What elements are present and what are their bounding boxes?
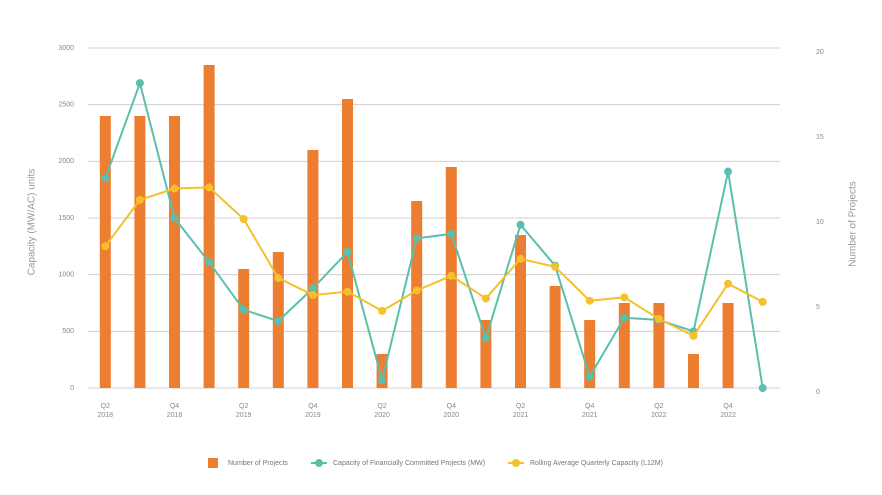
point <box>516 254 525 263</box>
point <box>239 215 248 224</box>
y2-tick-label: 5 <box>816 304 820 311</box>
y-tick-label: 2500 <box>58 102 74 109</box>
point <box>758 297 767 306</box>
point <box>135 195 144 204</box>
y-axis-title: Capacity (MW/AC) units <box>27 169 38 276</box>
point <box>447 229 456 238</box>
bar <box>688 354 699 388</box>
point <box>412 286 421 295</box>
bar <box>342 99 353 388</box>
y-tick-label: 1500 <box>58 215 74 222</box>
point <box>101 242 110 251</box>
point <box>724 279 733 288</box>
bar <box>584 320 596 388</box>
point <box>758 384 767 392</box>
point <box>170 214 179 222</box>
point <box>135 79 144 88</box>
point <box>239 305 248 314</box>
point <box>343 248 352 256</box>
point <box>205 258 214 267</box>
point <box>516 220 525 229</box>
bar <box>653 303 665 388</box>
bar <box>134 116 146 388</box>
bar <box>480 320 492 388</box>
y-tick-label: 500 <box>62 328 74 335</box>
bar <box>203 65 215 388</box>
y2-axis-title: Number of Projects <box>848 181 859 267</box>
bar <box>99 116 111 388</box>
point <box>308 291 317 300</box>
legend-swatch <box>208 458 218 468</box>
x-tick-label: Q2 2020 <box>374 403 390 419</box>
point <box>308 284 317 293</box>
bar <box>722 303 734 388</box>
point <box>585 296 594 305</box>
point <box>620 313 629 322</box>
point <box>205 183 214 192</box>
point <box>447 271 456 280</box>
point <box>585 372 594 381</box>
x-tick-label: Q4 2019 <box>305 403 321 419</box>
point <box>101 174 110 183</box>
y-tick-label: 3000 <box>58 45 74 52</box>
legend-label: Capacity of Financially Committed Projec… <box>333 460 485 467</box>
y2-tick-label: 20 <box>816 49 824 56</box>
bar <box>307 150 319 388</box>
point <box>274 317 283 326</box>
bar <box>376 354 388 388</box>
legend-label: Number of Projects <box>228 460 288 467</box>
y-tick-label: 0 <box>70 385 74 392</box>
point <box>689 331 698 340</box>
point <box>170 184 179 193</box>
point <box>274 274 283 283</box>
point <box>724 167 733 176</box>
point <box>481 334 490 343</box>
y-tick-label: 1000 <box>58 272 74 279</box>
point <box>620 293 629 302</box>
bar <box>169 116 180 388</box>
bar <box>515 235 526 388</box>
y2-tick-label: 10 <box>816 219 824 226</box>
x-tick-label: Q4 2018 <box>167 403 183 419</box>
bar <box>238 269 250 388</box>
x-tick-label: Q2 2021 <box>513 403 529 419</box>
x-tick-label: Q4 2020 <box>444 403 460 419</box>
y-tick-label: 2000 <box>58 158 74 165</box>
legend-swatch <box>315 459 323 467</box>
legend-swatch <box>512 459 520 467</box>
y2-tick-label: 0 <box>816 389 820 396</box>
x-tick-label: Q2 2022 <box>651 403 667 419</box>
point <box>343 287 352 296</box>
bar <box>618 303 630 388</box>
point <box>412 234 421 243</box>
y2-tick-label: 15 <box>816 134 824 141</box>
point <box>654 314 663 323</box>
line <box>104 186 764 338</box>
point <box>378 306 387 315</box>
line <box>104 79 764 389</box>
point <box>481 294 490 303</box>
legend-label: Rolling Average Quarterly Capacity (L12M… <box>530 460 663 467</box>
point <box>378 376 387 385</box>
x-tick-label: Q4 2022 <box>720 403 736 419</box>
x-tick-label: Q2 2019 <box>236 403 252 419</box>
x-tick-label: Q4 2021 <box>582 403 598 419</box>
bar <box>549 286 561 388</box>
point <box>551 262 560 271</box>
x-tick-label: Q2 2018 <box>98 403 114 419</box>
